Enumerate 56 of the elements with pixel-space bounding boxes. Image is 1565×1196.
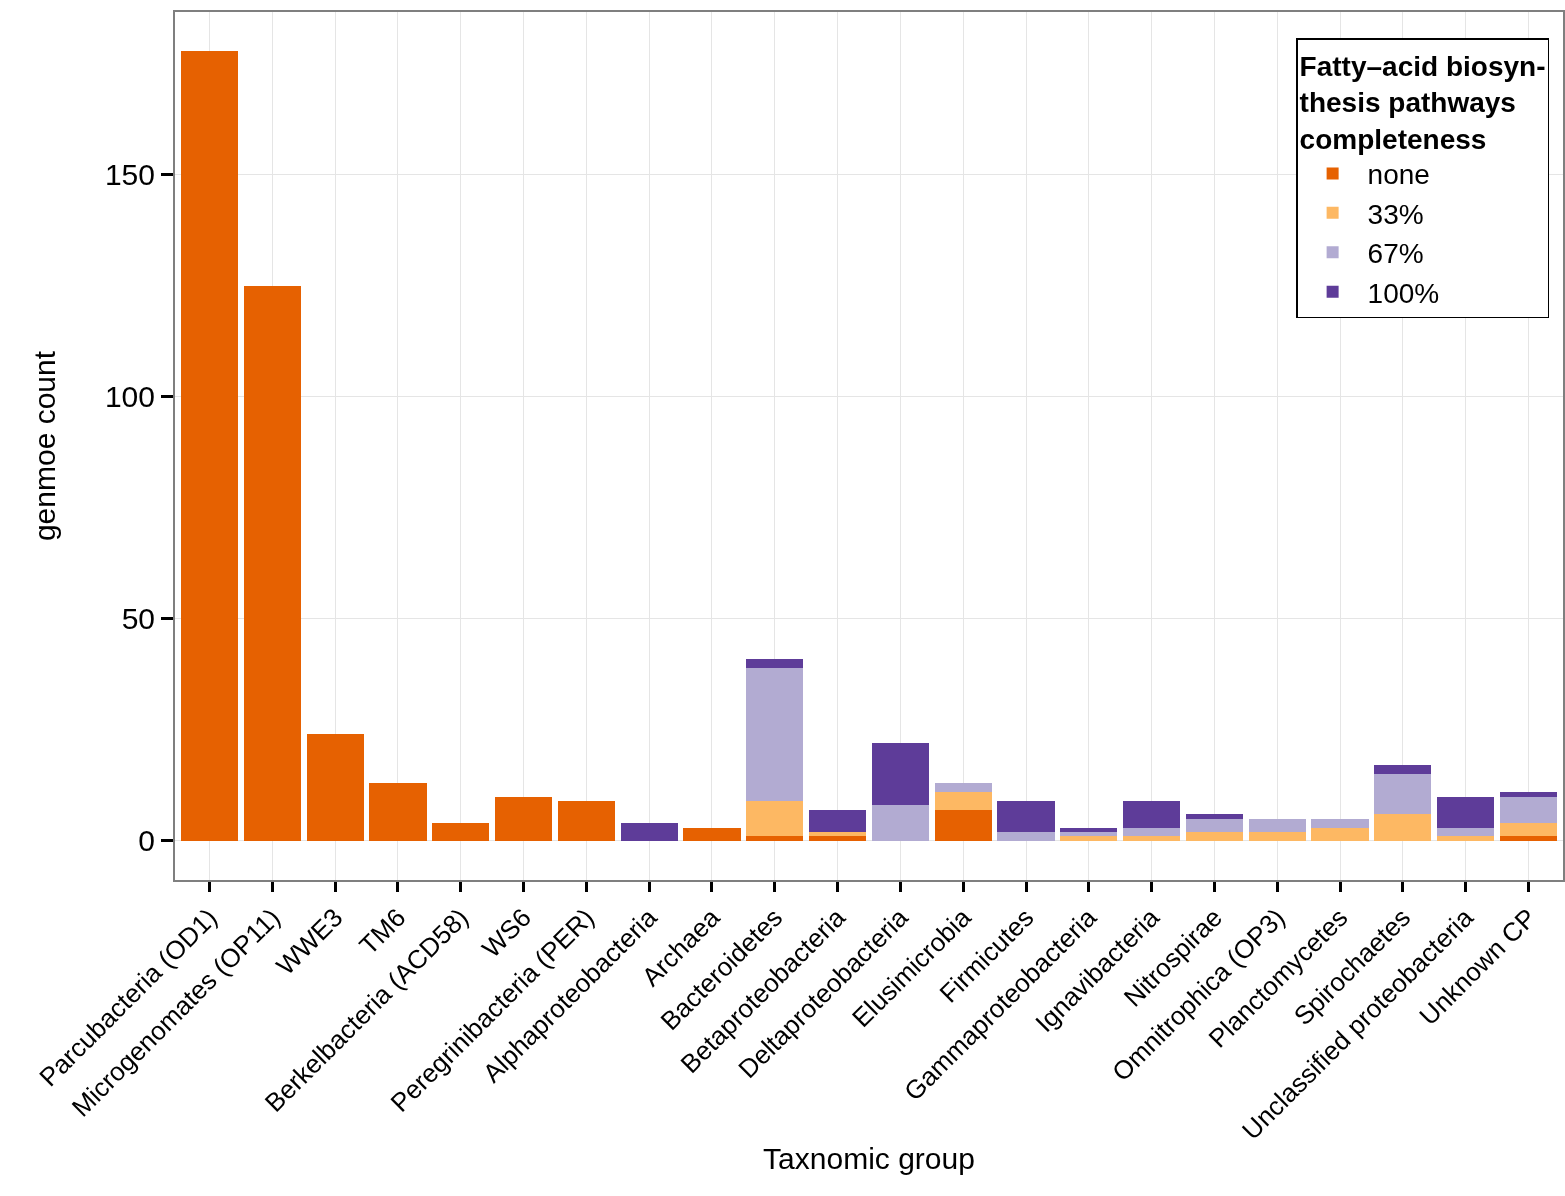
bar (1499, 796, 1558, 824)
bar (746, 800, 804, 837)
y-tick-label: 150 (104, 158, 155, 192)
bar (1248, 832, 1306, 841)
bar (1374, 814, 1432, 841)
bar (871, 805, 929, 841)
legend-label: none (1367, 159, 1430, 191)
bar (1437, 827, 1495, 837)
bar (1123, 836, 1181, 841)
bar (1123, 827, 1181, 837)
bar (1060, 832, 1118, 837)
bar (432, 823, 490, 841)
bar (997, 832, 1055, 841)
bar (1185, 818, 1244, 833)
bar (1499, 823, 1558, 837)
bar (1499, 836, 1558, 841)
bar (1248, 818, 1306, 833)
bar (1123, 800, 1181, 828)
bar (809, 809, 867, 833)
x-axis-title: Taxnomic group (763, 1142, 975, 1176)
legend-label: 33% (1367, 198, 1424, 230)
bar (746, 667, 804, 801)
legend-label: 67% (1367, 238, 1424, 270)
y-tick-label: 50 (121, 602, 155, 636)
bar (1374, 765, 1432, 775)
bar (934, 809, 992, 841)
bar (809, 832, 867, 837)
bar (871, 743, 929, 806)
y-axis-title: genmoe count (28, 350, 62, 542)
bar (494, 796, 553, 841)
bar (809, 836, 867, 841)
bar (1374, 774, 1432, 815)
bar (746, 836, 804, 841)
bar (1185, 832, 1244, 841)
bar (1437, 796, 1495, 828)
y-tick-label: 100 (104, 380, 155, 414)
bar (1437, 836, 1495, 841)
bar (746, 658, 804, 668)
bar (1060, 827, 1118, 833)
bar (683, 827, 741, 841)
bar (557, 800, 615, 841)
bar (1499, 792, 1558, 797)
bar (306, 734, 364, 841)
bar (180, 50, 239, 841)
bar (1311, 818, 1369, 828)
bar (1060, 836, 1118, 841)
bar (1311, 827, 1369, 841)
bar (1185, 814, 1244, 819)
bar (934, 783, 992, 793)
y-tick-label: 0 (138, 824, 155, 858)
legend-label: 100% (1367, 277, 1440, 309)
bar (243, 285, 301, 841)
bar (369, 783, 427, 841)
bar (997, 800, 1055, 833)
bar (934, 792, 992, 810)
bar (620, 823, 678, 841)
